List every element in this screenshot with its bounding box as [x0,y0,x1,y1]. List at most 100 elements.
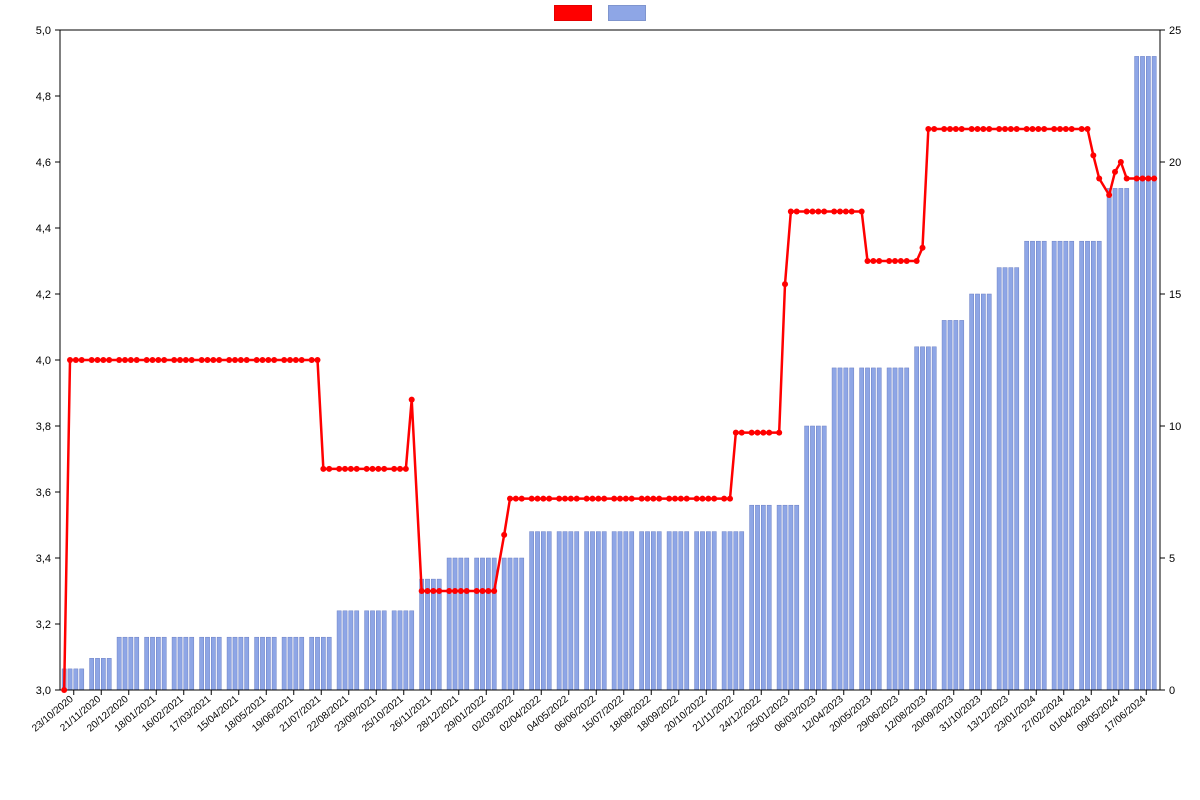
line-marker [155,357,161,363]
bar [844,368,848,690]
bar [805,426,809,690]
line-marker [67,357,73,363]
line-marker [189,357,195,363]
line-marker [870,258,876,264]
line-marker [831,209,837,215]
line-marker [1014,126,1020,132]
bar [887,368,891,690]
bar [920,347,924,690]
bar [602,532,606,690]
line-marker [73,357,79,363]
bar [850,368,854,690]
line-marker [694,496,700,502]
bar [1064,241,1068,690]
bar [905,368,909,690]
line-marker [1140,176,1146,182]
line-marker [116,357,122,363]
line-marker [425,588,431,594]
bar-series [62,56,1156,690]
line-marker [562,496,568,502]
line-marker [238,357,244,363]
bar [272,637,276,690]
line-marker [843,209,849,215]
line-marker [342,466,348,472]
line-marker [61,687,67,693]
bar [1036,241,1040,690]
bar [1125,188,1129,690]
bar [310,637,314,690]
bar [508,558,512,690]
bar [382,611,386,690]
bar [575,532,579,690]
line-marker [513,496,519,502]
line-marker [980,126,986,132]
line-marker [474,588,480,594]
bar [960,320,964,690]
bar [590,532,594,690]
line-marker [650,496,656,502]
bar [657,532,661,690]
bar [376,611,380,690]
yleft-label: 4,6 [36,157,51,169]
bar [640,532,644,690]
line-marker [244,357,250,363]
line-marker [810,209,816,215]
line-marker [975,126,981,132]
bar [437,579,441,690]
bar [541,532,545,690]
line-marker [144,357,150,363]
line-marker [79,357,85,363]
bar [630,532,634,690]
bar [877,368,881,690]
yright-label: 0 [1169,685,1175,697]
line-marker [1118,159,1124,165]
bar [337,611,341,690]
bar [783,505,787,690]
line-marker [700,496,706,502]
yleft-label: 3,4 [36,553,51,565]
bar [392,611,396,690]
line-marker [348,466,354,472]
line-marker [1035,126,1041,132]
bar [860,368,864,690]
line-marker [480,588,486,594]
line-marker [941,126,947,132]
bar [695,532,699,690]
line-marker [315,357,321,363]
line-marker [265,357,271,363]
line-marker [678,496,684,502]
bar [1085,241,1089,690]
bar [667,532,671,690]
bar [68,669,72,690]
line-marker [409,397,415,403]
bar [926,347,930,690]
bar [1140,56,1144,690]
bar [706,532,710,690]
bar [184,637,188,690]
bar [569,532,573,690]
bar [535,532,539,690]
bar [349,611,353,690]
line-marker [464,588,470,594]
bar [932,347,936,690]
line-marker [430,588,436,594]
line-marker [656,496,662,502]
bar [370,611,374,690]
bar [981,294,985,690]
bar [1097,241,1101,690]
bar [178,637,182,690]
line-marker [199,357,205,363]
line-marker [721,496,727,502]
bar [420,579,424,690]
legend-bar-swatch [608,5,646,21]
line-marker [886,258,892,264]
line-marker [446,588,452,594]
line-marker [1085,126,1091,132]
line-marker [1145,176,1151,182]
line-marker [1041,126,1047,132]
bar [645,532,649,690]
bar [1080,241,1084,690]
bar [740,532,744,690]
line-marker [590,496,596,502]
line-marker [920,245,926,251]
